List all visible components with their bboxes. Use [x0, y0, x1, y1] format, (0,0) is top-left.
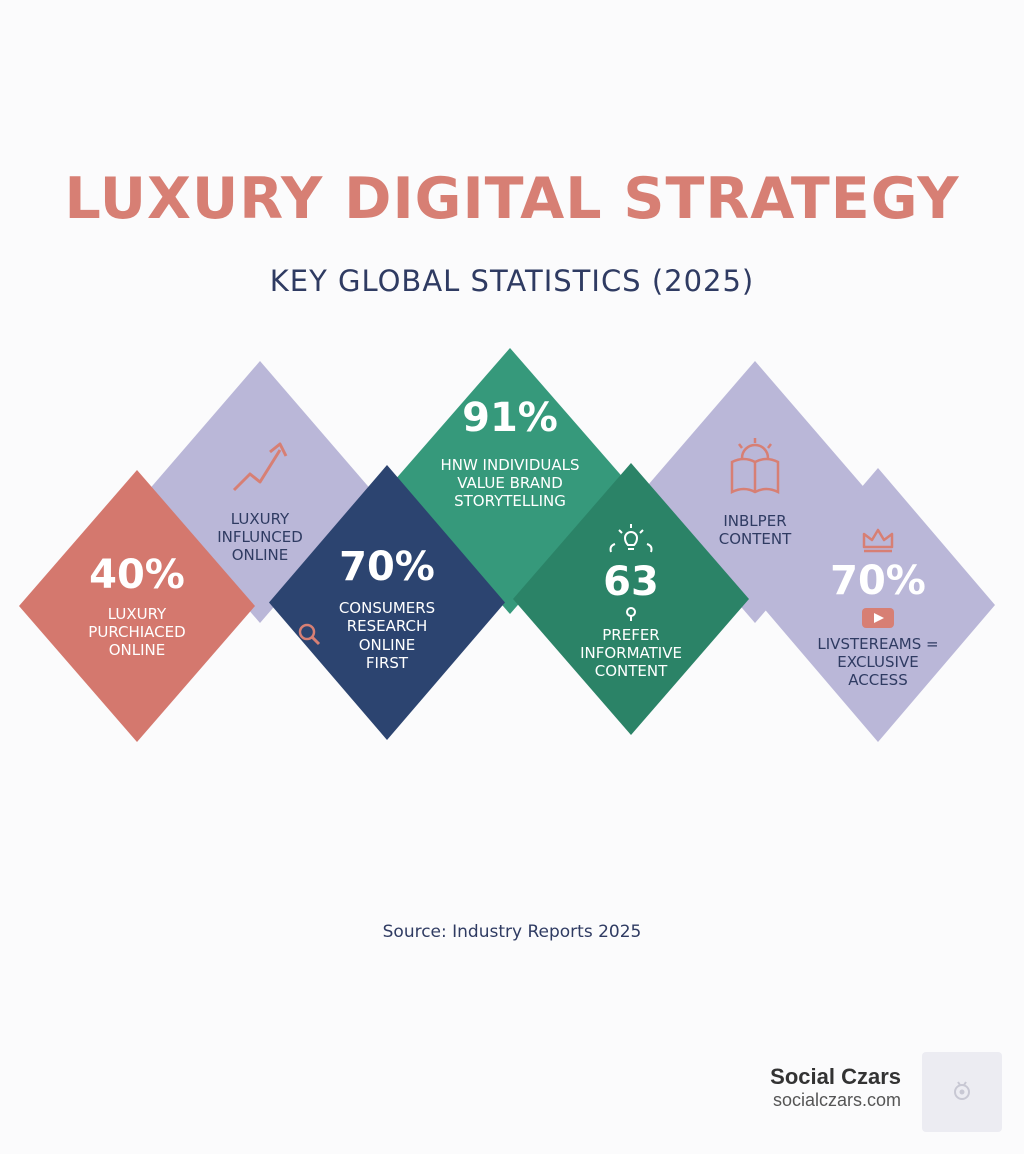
- play-button-icon: [862, 607, 894, 628]
- source-note: Source: Industry Reports 2025: [382, 922, 642, 942]
- stat-label: HNW INDIVIDUALS VALUE BRAND STORYTELLING: [440, 455, 580, 511]
- stat-label: LIVSTEREAMS = EXCLUSIVE ACCESS: [817, 634, 939, 690]
- stat-label: PREFER INFORMATIVE CONTENT: [580, 625, 682, 681]
- crown-icon: [862, 528, 894, 552]
- page-title: LUXURY DIGITAL STRATEGY: [64, 166, 960, 232]
- stat-value: 70%: [339, 543, 435, 590]
- gear-icon: [626, 606, 636, 621]
- brand-url[interactable]: socialczars.com: [772, 1090, 901, 1110]
- page-subtitle: KEY GLOBAL STATISTICS (2025): [269, 264, 755, 298]
- search-icon: [298, 623, 321, 646]
- trending-up-arrow-icon: [232, 442, 288, 491]
- stat-value: 63: [603, 558, 659, 605]
- logo-icon: [954, 1081, 970, 1100]
- stat-value: 40%: [89, 551, 185, 598]
- stat-value: 70%: [830, 557, 926, 604]
- stat-label: CONSUMERS RESEARCH ONLINE FIRST: [338, 598, 436, 672]
- stat-label: LUXURY INFLUNCED ONLINE: [217, 509, 303, 565]
- stat-value: 91%: [462, 394, 558, 441]
- stat-label: INBLPER CONTENT: [718, 511, 792, 548]
- lightbulb-icon: [609, 523, 653, 552]
- brand-name: Social Czars: [770, 1064, 901, 1089]
- stat-label: LUXURY PURCHIACED ONLINE: [88, 604, 186, 660]
- open-book-sun-icon: [730, 437, 780, 494]
- brand-logo: [922, 1052, 1002, 1132]
